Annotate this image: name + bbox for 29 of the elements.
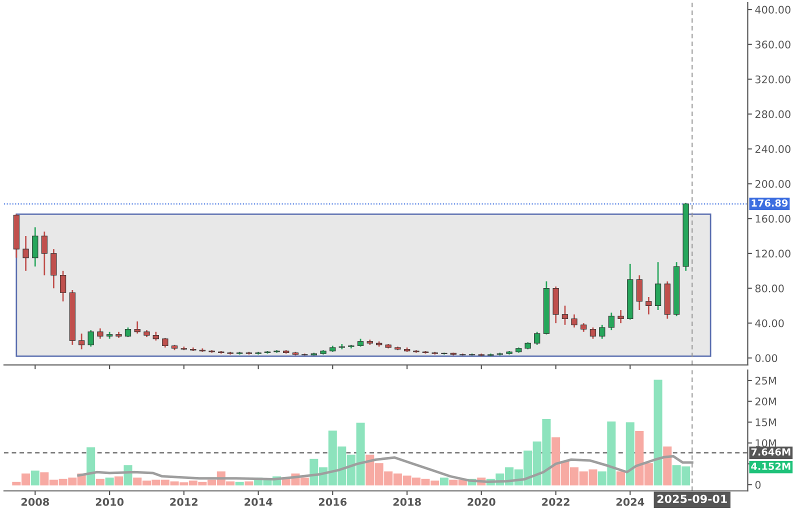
y-tick-label: 120.00	[756, 250, 790, 258]
y-tick-label: 320.00	[755, 75, 790, 84]
y-tick-label: 360.00	[755, 40, 790, 48]
y-tick-label: 280.00	[755, 110, 790, 118]
y-tick-label: 80.00	[755, 284, 784, 292]
y-tick-label: 20M	[755, 398, 776, 406]
x-tick-label: 2014	[244, 498, 272, 506]
ref-line-label: 2025-09-01	[657, 494, 727, 504]
x-tick-label: 2022	[542, 498, 570, 506]
ref-line-label: 176.89	[752, 199, 788, 207]
x-tick-label: 2018	[393, 498, 421, 506]
y-tick-label: 160.00	[756, 214, 790, 223]
y-tick-label: 10M	[756, 439, 776, 448]
y-tick-label: 0.00	[755, 354, 778, 362]
x-tick-label: 2010	[96, 498, 124, 506]
y-tick-label: 0	[755, 480, 761, 489]
y-tick-label: 200.00	[755, 180, 790, 188]
ref-line-label: 7.646M	[751, 448, 790, 456]
y-tick-label: 25M	[755, 376, 776, 385]
x-tick-label: 2012	[170, 498, 198, 506]
x-tick-label: 2020	[468, 498, 496, 506]
text: 4.152M	[751, 462, 790, 470]
x-tick-label: 2008	[21, 498, 49, 506]
y-tick-label: 240.00	[755, 145, 790, 154]
y-tick-label: 40.00	[755, 319, 784, 328]
y-tick-label: 15M	[756, 418, 776, 426]
x-tick-label: 2016	[318, 498, 347, 506]
x-tick-label: 2024	[616, 498, 644, 506]
y-tick-label: 400.00	[755, 6, 790, 14]
